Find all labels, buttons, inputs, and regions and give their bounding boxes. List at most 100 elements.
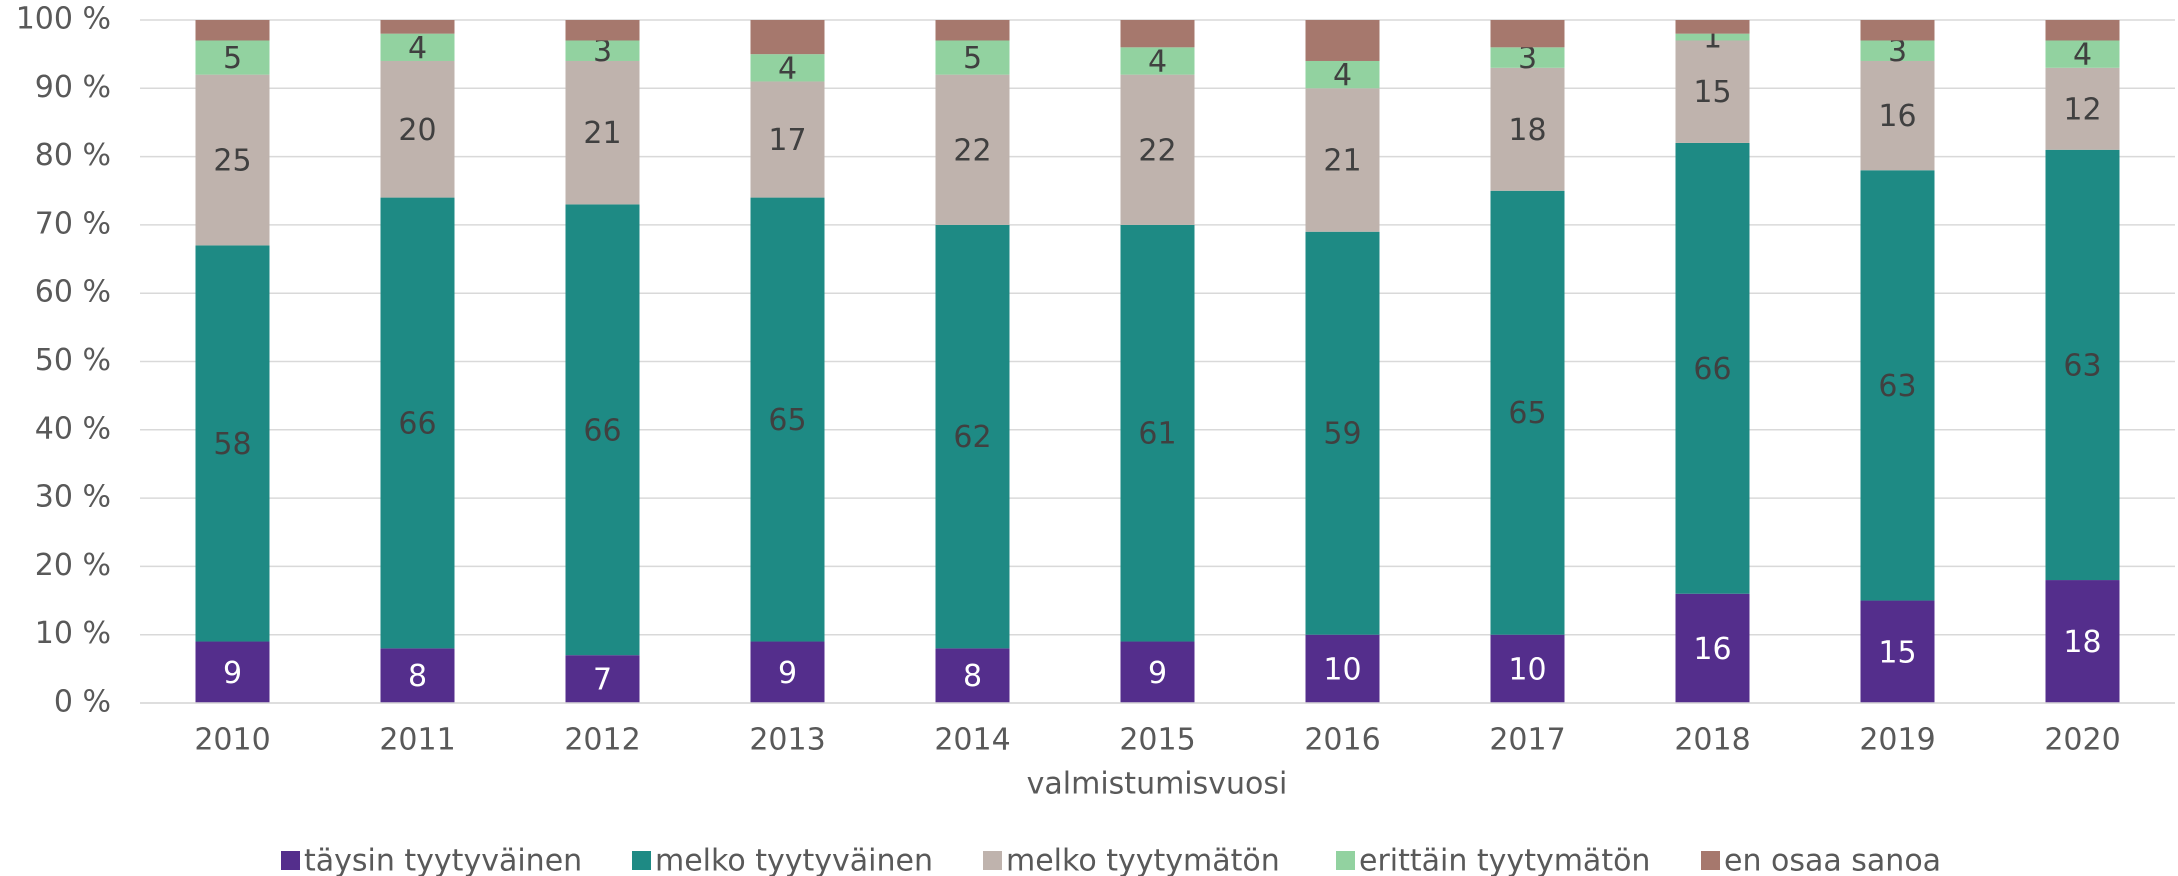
data-label: 16 <box>1693 632 1731 667</box>
bar-segment <box>1860 40 1935 61</box>
data-label: 8 <box>963 659 982 694</box>
bar-segment <box>1120 641 1195 703</box>
data-label: 9 <box>778 656 797 691</box>
data-label: 66 <box>398 406 436 441</box>
data-label: 17 <box>768 123 806 158</box>
bar-segment <box>1305 60 1380 89</box>
bar-segment <box>2045 149 2120 581</box>
x-tick-label: 2014 <box>934 723 1010 758</box>
bar-segment <box>1675 593 1750 703</box>
bar-segment <box>565 60 640 205</box>
data-label: 10 <box>1323 652 1361 687</box>
data-label: 66 <box>1693 352 1731 387</box>
bar-segment <box>750 81 825 198</box>
x-tick-label: 2016 <box>1304 723 1380 758</box>
legend-label: en osaa sanoa <box>1724 844 1941 876</box>
bar-segment <box>195 74 270 246</box>
data-label: 63 <box>1878 369 1916 404</box>
x-tick-label: 2018 <box>1674 723 1750 758</box>
bar-segment <box>565 40 640 61</box>
bar-segment <box>1860 60 1935 171</box>
data-label: 9 <box>223 656 242 691</box>
legend-swatch <box>281 851 300 870</box>
bar-segment <box>1120 74 1195 225</box>
bar-segment <box>565 655 640 703</box>
bar-segment <box>380 648 455 703</box>
bar-segment <box>380 20 455 34</box>
data-label: 22 <box>953 133 991 168</box>
legend-swatch <box>1336 851 1355 870</box>
bar-segment <box>1675 33 1750 41</box>
data-label: 16 <box>1878 99 1916 134</box>
bar-segment <box>2045 67 2120 150</box>
y-tick-label: 60 % <box>35 275 111 310</box>
bar-segment <box>1120 47 1195 75</box>
bar-segment <box>2045 40 2120 68</box>
x-tick-label: 2010 <box>194 723 270 758</box>
bar-segment <box>935 224 1010 649</box>
bar-segment <box>1675 20 1750 34</box>
x-tick-label: 2019 <box>1859 723 1935 758</box>
legend-swatch <box>1701 851 1720 870</box>
x-axis-title: valmistumisvuosi <box>1027 767 1288 802</box>
bar-segment <box>2045 580 2120 703</box>
bar-segment <box>380 33 455 61</box>
bar-segment <box>1490 47 1565 68</box>
data-label: 62 <box>953 420 991 455</box>
bar-segment <box>195 245 270 642</box>
data-label: 20 <box>398 113 436 148</box>
legend-swatch <box>632 851 651 870</box>
bar-segment <box>2045 20 2120 41</box>
data-label: 65 <box>768 403 806 438</box>
data-label: 10 <box>1508 652 1546 687</box>
x-tick-label: 2013 <box>749 723 825 758</box>
bar-segment <box>1120 224 1195 642</box>
data-label: 21 <box>1323 144 1361 179</box>
y-tick-label: 30 % <box>35 480 111 515</box>
y-tick-label: 70 % <box>35 206 111 241</box>
bar-segment <box>750 54 825 82</box>
y-tick-label: 90 % <box>35 70 111 105</box>
data-label: 65 <box>1508 396 1546 431</box>
data-label: 15 <box>1693 75 1731 110</box>
y-tick-label: 20 % <box>35 548 111 583</box>
bar-segment <box>1490 190 1565 635</box>
x-tick-label: 2017 <box>1489 723 1565 758</box>
x-tick-label: 2012 <box>564 723 640 758</box>
data-label: 66 <box>583 413 621 448</box>
data-label: 4 <box>1148 44 1167 79</box>
data-label: 4 <box>1333 58 1352 93</box>
data-label: 59 <box>1323 417 1361 452</box>
bar-segment <box>1490 20 1565 48</box>
bar-segment <box>1120 20 1195 48</box>
data-label: 61 <box>1138 417 1176 452</box>
bar-segment <box>1490 67 1565 191</box>
x-tick-label: 2015 <box>1119 723 1195 758</box>
bar-segment <box>750 20 825 55</box>
bar-segment <box>380 197 455 649</box>
bar-segment <box>935 20 1010 41</box>
legend-label: täysin tyytyväinen <box>304 844 582 876</box>
y-tick-label: 40 % <box>35 411 111 446</box>
data-label: 15 <box>1878 635 1916 670</box>
bar-segment <box>1675 40 1750 143</box>
data-label: 4 <box>408 31 427 66</box>
legend-swatch <box>983 851 1002 870</box>
x-tick-label: 2020 <box>2044 723 2120 758</box>
bar-segment <box>1490 634 1565 703</box>
bar-segment <box>935 648 1010 703</box>
legend-label: erittäin tyytymätön <box>1359 844 1650 876</box>
y-tick-label: 80 % <box>35 138 111 173</box>
bar-segment <box>195 641 270 703</box>
bar-segment <box>1860 600 1935 703</box>
x-tick-label: 2011 <box>379 723 455 758</box>
bar-segment <box>565 204 640 656</box>
bar-segment <box>1305 634 1380 703</box>
data-label: 7 <box>593 663 612 698</box>
legend-label: melko tyytyväinen <box>655 844 933 876</box>
data-label: 4 <box>2073 38 2092 73</box>
data-label: 58 <box>213 427 251 462</box>
data-label: 25 <box>213 144 251 179</box>
data-label: 8 <box>408 659 427 694</box>
data-label: 18 <box>1508 113 1546 148</box>
